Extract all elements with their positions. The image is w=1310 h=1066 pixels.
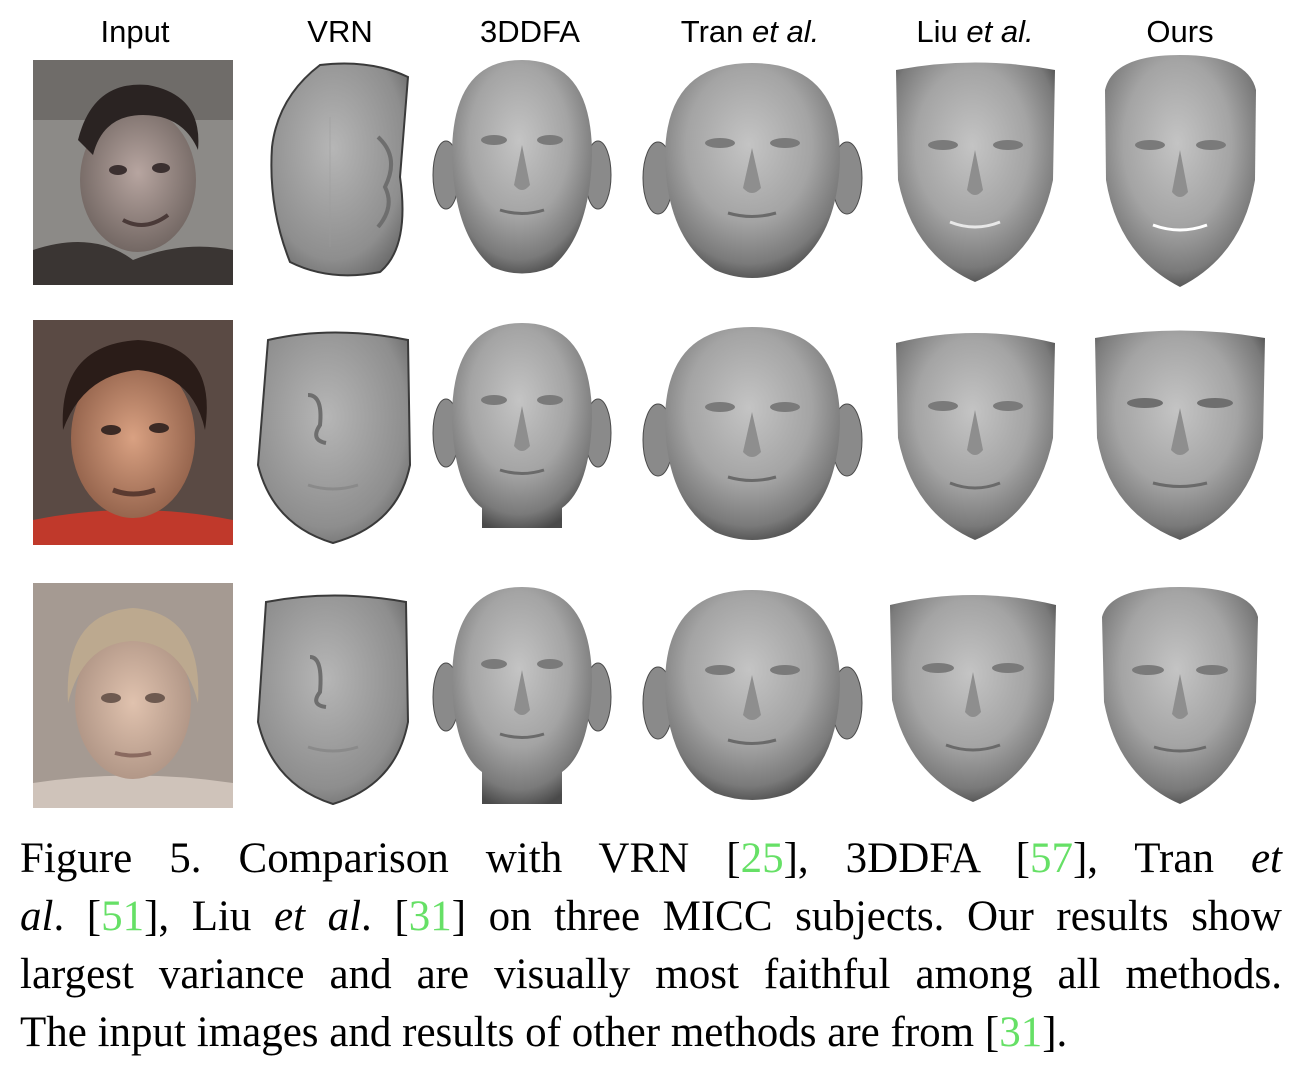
caption-line-4: The input images and results of other me… xyxy=(20,1009,1068,1056)
3ddfa-result-subject-3 xyxy=(432,582,612,807)
liu-result-subject-2 xyxy=(888,318,1063,543)
citation-link[interactable]: 31 xyxy=(999,1009,1043,1056)
liu-result-subject-3 xyxy=(882,580,1064,805)
caption-line-3: largest variance and are visually most f… xyxy=(20,951,1282,998)
vrn-result-subject-2 xyxy=(248,325,418,545)
citation-link[interactable]: 57 xyxy=(1029,835,1073,882)
column-header-tran: Tran et al. xyxy=(680,14,820,49)
column-header-liu: Liu et al. xyxy=(916,14,1034,49)
figure-caption: Figure 5. Comparison with VRN [25], 3DDF… xyxy=(20,830,1282,1062)
citation-link[interactable]: 31 xyxy=(408,893,452,940)
ours-result-subject-2 xyxy=(1085,318,1275,543)
3ddfa-result-subject-2 xyxy=(432,318,612,543)
column-header-3ddfa: 3DDFA xyxy=(480,14,580,49)
vrn-result-subject-1 xyxy=(260,57,415,282)
tran-result-subject-1 xyxy=(640,58,865,283)
column-header-vrn: VRN xyxy=(307,14,373,49)
citation-link[interactable]: 25 xyxy=(740,835,784,882)
ours-result-subject-1 xyxy=(1093,50,1268,290)
3ddfa-result-subject-1 xyxy=(432,55,612,280)
column-header-input: Input xyxy=(100,14,170,49)
input-photo-subject-1 xyxy=(33,60,233,285)
input-photo-subject-2 xyxy=(33,320,233,545)
citation-link[interactable]: 51 xyxy=(101,893,145,940)
caption-line-1: Figure 5. Comparison with VRN [25], 3DDF… xyxy=(20,835,1283,882)
tran-result-subject-3 xyxy=(640,585,865,807)
vrn-result-subject-3 xyxy=(248,587,418,807)
ours-result-subject-3 xyxy=(1090,582,1270,807)
input-photo-subject-3 xyxy=(33,583,233,808)
tran-result-subject-2 xyxy=(640,322,865,547)
liu-result-subject-1 xyxy=(888,50,1063,285)
column-header-ours: Ours xyxy=(1146,14,1214,49)
caption-line-2: al. [51], Liu et al. [31] on three MICC … xyxy=(20,893,1282,940)
